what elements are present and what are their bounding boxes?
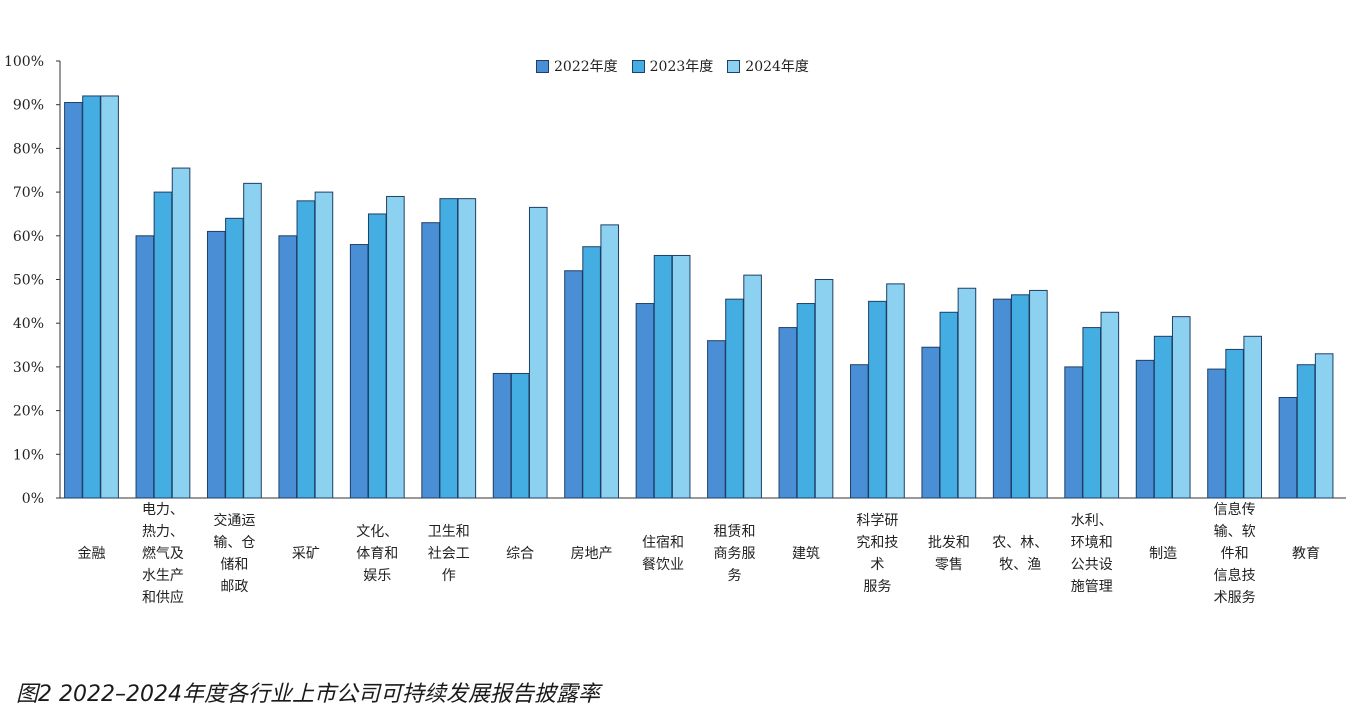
x-category-label: 卫生和社会工作 [428,524,470,584]
bar-chart: 0% 10% 20% 30% 40% 50% 60% 70% 80% 90% 100% 金融 电力、热… [4,54,1346,606]
bar-2023-14 [1082,327,1102,499]
bar-2024-11 [886,283,905,499]
bar-2022-4 [349,244,369,499]
x-category-label: 信息传输、软件和信息技术服务 [1214,501,1256,606]
x-category-label: 交通运输、仓储和邮政 [213,512,255,595]
y-tick-label: 100% [4,54,44,70]
bar-2024-6 [528,206,548,499]
bar-2022-3 [278,235,298,499]
bar-2022-14 [1064,366,1083,499]
bar-2022-10 [778,327,798,499]
y-tick-label: 70% [13,185,44,201]
bar-2024-13 [1029,289,1048,499]
bar-2022-2 [206,230,226,499]
figure-caption: 图2 2022–2024年度各行业上市公司可持续发展报告披露率 [16,682,600,707]
bar-2022-16 [1207,368,1226,499]
x-category-label: 电力、热力、燃气及水生产和供应 [142,502,184,606]
x-category-label: 住宿和餐饮业 [642,534,684,573]
bar-2022-13 [992,298,1012,499]
x-category-label: 农、林、牧、渔 [992,535,1048,573]
legend-swatch-2022 [536,59,549,73]
x-category-label: 综合 [506,546,534,562]
legend-item-2024: 2024年度 [727,56,809,76]
y-tick-label: 40% [13,316,44,332]
bar-2023-11 [868,300,887,499]
bar-2023-3 [296,200,316,499]
bar-2024-9 [743,274,762,499]
bars-group [64,95,1334,499]
x-category-label: 房地产 [571,546,613,562]
bar-2024-17 [1314,353,1334,499]
bar-2022-17 [1278,396,1298,499]
bar-2024-10 [814,279,834,499]
legend-item-2023: 2023年度 [631,56,714,76]
bar-2023-9 [725,298,744,499]
bar-2022-7 [564,270,583,499]
bar-2024-15 [1171,316,1191,499]
bar-2023-16 [1225,348,1244,499]
bar-2023-13 [1010,294,1030,499]
bar-2022-6 [492,372,512,499]
legend-label-2023: 2023年度 [649,59,714,75]
bar-2023-12 [939,311,959,499]
bar-2024-16 [1243,335,1263,499]
x-category-label: 批发和零售 [928,535,970,573]
bar-2022-11 [849,364,869,499]
legend-swatch-2024 [727,59,741,73]
bar-2022-8 [635,303,655,499]
legend: 2022年度 2023年度 2024年度 [536,56,809,76]
x-category-label: 租赁和商务服务 [714,524,756,584]
bar-2023-8 [653,254,673,499]
bar-2024-12 [957,287,977,499]
bar-2023-10 [796,303,816,499]
bar-2022-0 [64,102,83,499]
bar-2024-14 [1100,311,1120,499]
x-category-label: 金融 [78,546,106,562]
legend-label-2022: 2022年度 [554,59,618,75]
bar-2023-1 [153,191,173,499]
x-category-label: 建筑 [792,546,820,562]
bar-2022-1 [135,235,155,499]
y-tick-label: 60% [13,229,44,245]
y-tick-label: 20% [13,404,44,420]
bar-2022-9 [707,340,726,499]
bar-2022-12 [921,346,941,499]
bar-2024-4 [386,195,405,499]
bar-2024-5 [457,198,477,499]
bar-2023-2 [225,217,244,499]
bar-2024-1 [171,167,191,499]
bar-2023-5 [439,198,459,499]
legend-label-2024: 2024年度 [745,59,809,75]
bar-2023-17 [1296,364,1316,499]
y-tick-label: 90% [13,98,44,114]
y-tick-label: 30% [13,360,44,376]
bar-2022-5 [421,222,440,499]
y-tick-label: 0% [22,491,44,507]
bar-2024-7 [600,224,620,499]
x-category-label: 水利、环境和公共设施管理 [1071,513,1113,595]
x-category-label: 制造 [1149,546,1177,562]
x-category-label: 文化、体育和娱乐 [356,524,398,584]
y-tick-label: 10% [13,447,44,463]
y-tick-label: 50% [13,273,44,289]
bar-2022-15 [1135,359,1155,499]
legend-swatch-2023 [631,59,645,73]
bar-2024-0 [100,95,119,499]
bar-2024-8 [671,254,691,499]
y-tick-label: 80% [13,141,44,157]
x-category-label: 科学研究和技术服务 [856,513,898,595]
bar-2023-15 [1153,335,1173,499]
bar-2024-2 [243,182,262,499]
x-category-label: 教育 [1292,546,1320,562]
y-axis: 0% 10% 20% 30% 40% 50% 60% 70% 80% 90% 100% [4,54,1346,507]
bar-2023-0 [82,95,101,499]
legend-item-2022: 2022年度 [536,56,618,76]
bar-2023-7 [582,246,601,499]
x-category-label: 采矿 [292,546,320,562]
bar-2023-4 [367,213,387,499]
bar-2023-6 [510,372,530,499]
bar-2024-3 [314,191,334,499]
